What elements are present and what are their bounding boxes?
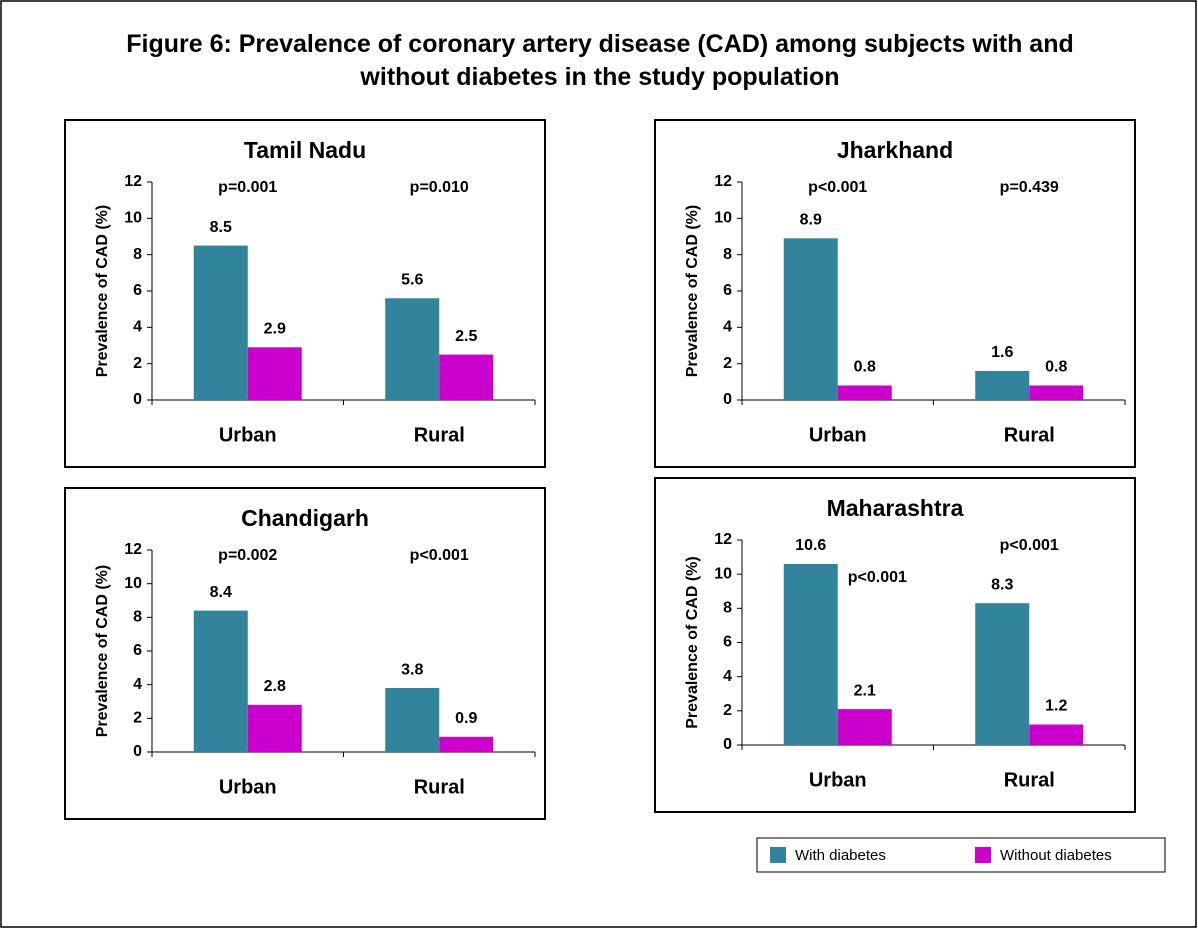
figure-title: Figure 6: Prevalence of coronary artery …	[126, 30, 1074, 91]
bar	[837, 385, 892, 400]
p-value-annotation: p=0.439	[1000, 179, 1059, 196]
legend-swatch	[975, 847, 991, 863]
value-label: 10.6	[795, 537, 826, 554]
bar	[1029, 385, 1084, 400]
value-label: 2.5	[455, 328, 477, 345]
legend-label: With diabetes	[795, 847, 886, 864]
y-tick-label: 4	[723, 668, 732, 685]
y-tick-label: 6	[133, 642, 142, 659]
y-tick-label: 12	[714, 173, 732, 190]
bar	[975, 603, 1030, 745]
y-axis-label: Prevalence of CAD (%)	[94, 565, 111, 738]
y-tick-label: 0	[133, 391, 142, 408]
bar	[837, 709, 892, 745]
y-tick-label: 2	[723, 702, 732, 719]
y-axis-label: Prevalence of CAD (%)	[684, 556, 701, 729]
bar	[193, 245, 248, 400]
y-tick-label: 6	[723, 634, 732, 651]
legend-label: Without diabetes	[1000, 847, 1112, 864]
y-tick-label: 4	[133, 319, 142, 336]
bar	[439, 354, 494, 400]
y-tick-label: 8	[723, 600, 732, 617]
bar	[385, 298, 440, 400]
panel-box	[654, 477, 1136, 813]
panel-title: Chandigarh	[241, 505, 369, 531]
y-tick-label: 0	[723, 736, 732, 753]
value-label: 5.6	[401, 271, 423, 288]
y-tick-label: 8	[133, 609, 142, 626]
y-tick-label: 6	[133, 282, 142, 299]
x-tick-label: Urban	[219, 776, 277, 798]
x-tick-label: Urban	[809, 424, 867, 446]
panel-box	[64, 487, 546, 820]
value-label: 1.2	[1045, 698, 1067, 715]
p-value-annotation: p=0.010	[410, 179, 469, 196]
bar	[247, 347, 302, 400]
y-tick-label: 10	[124, 575, 142, 592]
x-tick-label: Urban	[219, 424, 277, 446]
value-label: 8.9	[800, 212, 822, 229]
y-tick-label: 6	[723, 282, 732, 299]
y-tick-label: 10	[124, 210, 142, 227]
x-tick-label: Rural	[414, 424, 465, 446]
y-tick-label: 2	[723, 355, 732, 372]
y-axis-label: Prevalence of CAD (%)	[94, 205, 111, 378]
legend-swatch	[770, 847, 786, 863]
y-axis-label: Prevalence of CAD (%)	[684, 205, 701, 378]
panel-box	[654, 119, 1136, 468]
y-tick-label: 12	[714, 531, 732, 548]
value-label: 1.6	[991, 344, 1013, 361]
y-tick-label: 12	[124, 541, 142, 558]
value-label: 0.8	[854, 359, 876, 376]
value-label: 8.3	[991, 576, 1013, 593]
value-label: 2.8	[264, 678, 286, 695]
p-value-annotation: p<0.001	[808, 179, 867, 196]
panel-box	[64, 119, 546, 468]
bar	[193, 610, 248, 752]
value-label: 8.4	[210, 584, 232, 601]
value-label: 0.9	[455, 710, 477, 727]
p-value-annotation: p<0.001	[848, 569, 907, 586]
p-value-annotation: p<0.001	[410, 547, 469, 564]
value-label: 3.8	[401, 661, 423, 678]
y-tick-label: 2	[133, 355, 142, 372]
y-tick-label: 8	[133, 246, 142, 263]
y-tick-label: 4	[723, 319, 732, 336]
value-label: 0.8	[1045, 359, 1067, 376]
y-tick-label: 8	[723, 246, 732, 263]
y-tick-label: 4	[133, 676, 142, 693]
p-value-annotation: p=0.001	[218, 179, 277, 196]
panel-title: Tamil Nadu	[244, 137, 366, 163]
x-tick-label: Urban	[809, 769, 867, 791]
x-tick-label: Rural	[1004, 424, 1055, 446]
p-value-annotation: p<0.001	[1000, 537, 1059, 554]
y-tick-label: 0	[723, 391, 732, 408]
bar	[439, 736, 494, 752]
panel-title: Maharashtra	[827, 495, 964, 521]
p-value-annotation: p=0.002	[218, 547, 277, 564]
bar	[783, 563, 838, 745]
bar	[975, 370, 1030, 400]
y-tick-label: 12	[124, 173, 142, 190]
legend-box	[756, 837, 1166, 873]
y-tick-label: 2	[133, 710, 142, 727]
bar	[247, 704, 302, 752]
bar	[385, 688, 440, 752]
y-tick-label: 10	[714, 210, 732, 227]
bar	[783, 238, 838, 400]
y-tick-label: 10	[714, 565, 732, 582]
panel-title: Jharkhand	[837, 137, 953, 163]
value-label: 8.5	[210, 219, 232, 236]
value-label: 2.9	[264, 321, 286, 338]
x-tick-label: Rural	[414, 776, 465, 798]
x-tick-label: Rural	[1004, 769, 1055, 791]
bar	[1029, 724, 1084, 745]
value-label: 2.1	[854, 682, 876, 699]
y-tick-label: 0	[133, 743, 142, 760]
